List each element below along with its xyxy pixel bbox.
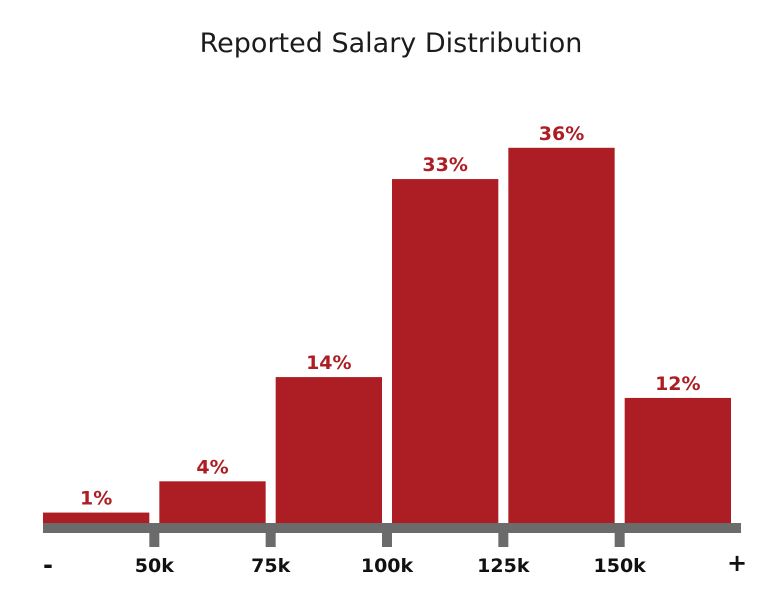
bar-value-label-5: 36% bbox=[539, 123, 584, 145]
chart-title: Reported Salary Distribution bbox=[200, 28, 583, 59]
x-tick-mark-5 bbox=[614, 523, 625, 547]
bar-2 bbox=[159, 481, 266, 523]
bar-value-label-6: 12% bbox=[655, 373, 700, 395]
x-tick-label-4: 125k bbox=[477, 555, 530, 577]
bar-value-label-3: 14% bbox=[306, 352, 351, 374]
bar-1 bbox=[43, 512, 150, 523]
x-tick-label-3: 100k bbox=[361, 555, 414, 577]
x-tick-mark-1 bbox=[149, 523, 160, 547]
x-tick-mark-3 bbox=[382, 523, 392, 547]
x-tick-mark-2 bbox=[265, 523, 276, 547]
x-tick-label-2: 75k bbox=[251, 555, 290, 577]
bars-layer bbox=[43, 147, 731, 524]
x-axis bbox=[43, 523, 741, 547]
bar-6 bbox=[624, 397, 731, 523]
x-tick-label-1: 50k bbox=[135, 555, 174, 577]
bar-value-label-2: 4% bbox=[196, 456, 228, 478]
value-labels-layer: 1% 4% 14% 33% 36% 12% bbox=[80, 123, 701, 510]
x-tick-labels: 50k 75k 100k 125k 150k - + bbox=[43, 549, 747, 579]
x-axis-end-label: + bbox=[727, 549, 747, 577]
x-axis-start-label: - bbox=[43, 551, 53, 579]
x-tick-label-5: 150k bbox=[594, 555, 647, 577]
bar-4 bbox=[392, 179, 499, 524]
bar-5 bbox=[508, 147, 615, 524]
bar-value-label-1: 1% bbox=[80, 488, 112, 510]
bar-value-label-4: 33% bbox=[422, 154, 467, 176]
bar-3 bbox=[275, 377, 382, 523]
x-tick-mark-4 bbox=[498, 523, 509, 547]
